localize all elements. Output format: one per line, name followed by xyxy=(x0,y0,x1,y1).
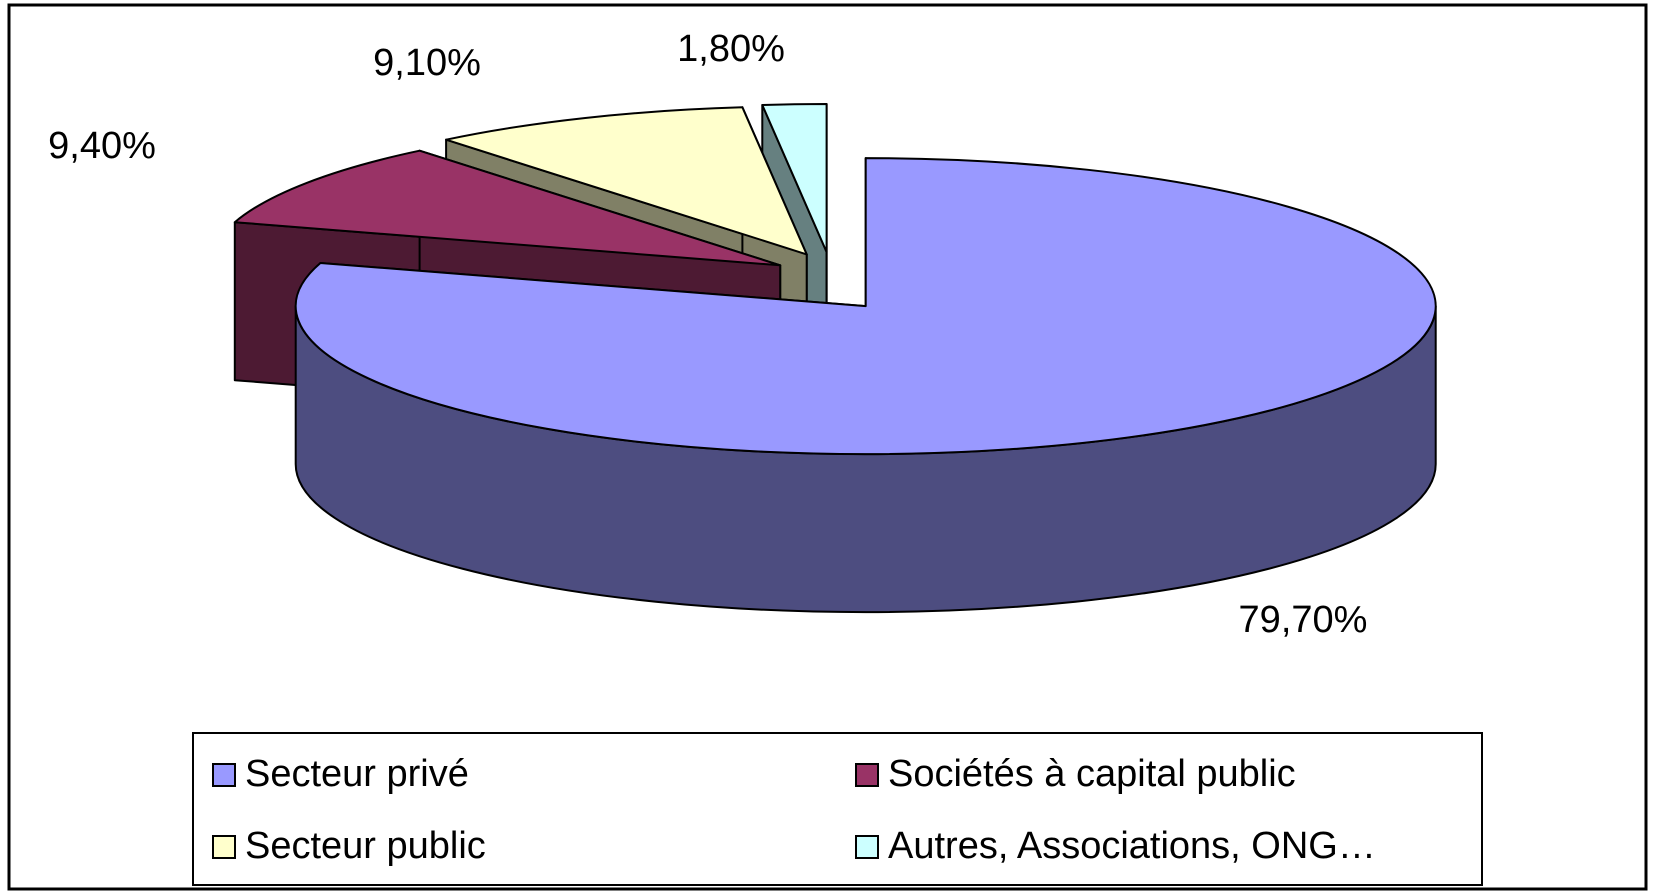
legend-label: Secteur privé xyxy=(245,753,469,795)
slice-top xyxy=(294,157,1437,456)
legend-label: Secteur public xyxy=(245,825,486,867)
data-label: 79,70% xyxy=(1239,599,1368,641)
slice-top xyxy=(445,106,808,256)
legend-label: Autres, Associations, ONG… xyxy=(888,825,1376,867)
legend-swatch xyxy=(855,763,879,787)
legend-swatch xyxy=(855,835,879,859)
legend-label: Sociétés à capital public xyxy=(888,753,1296,795)
data-label: 1,80% xyxy=(677,28,785,70)
legend: Secteur privé Sociétés à capital public Se… xyxy=(212,753,1376,867)
legend-box xyxy=(192,732,1483,886)
legend-swatch xyxy=(212,835,236,859)
legend-swatch xyxy=(212,763,236,787)
data-label: 9,40% xyxy=(48,125,156,167)
data-label: 9,10% xyxy=(373,42,481,84)
pie: 79,70% 9,40% 9,10% 1,80% xyxy=(48,28,1437,641)
slice-top xyxy=(761,103,828,253)
slice-top xyxy=(233,149,782,267)
